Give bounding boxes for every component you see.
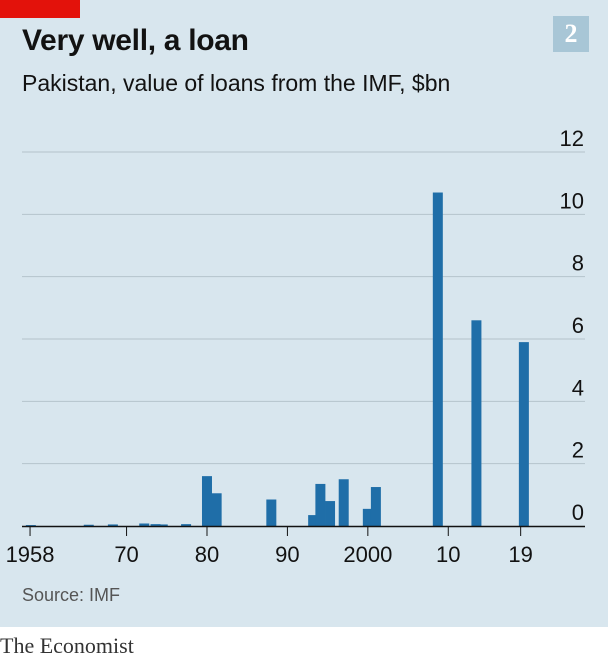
bar-1973 [150, 524, 161, 526]
x-tick-label: 2000 [343, 542, 392, 567]
bar-2019 [518, 342, 529, 526]
bar-1980 [201, 476, 212, 526]
y-tick-label: 12 [560, 126, 584, 151]
bar-1997 [338, 479, 349, 526]
chart-subtitle: Pakistan, value of loans from the IMF, $… [22, 70, 451, 96]
bar-1981 [211, 493, 222, 526]
bar-1988 [266, 499, 277, 526]
bar-1965 [83, 524, 94, 526]
bar-1958 [25, 525, 36, 526]
bars [25, 192, 529, 526]
x-tick-label: 19 [508, 542, 532, 567]
chart-title: Very well, a loan [22, 24, 249, 57]
y-tick-label: 4 [572, 375, 584, 400]
y-axis-ticks: 0 2 4 6 8 10 12 [560, 126, 584, 525]
gridlines [22, 151, 585, 465]
bar-2013 [471, 320, 482, 526]
bar-1977 [181, 524, 192, 526]
source-note: Source: IMF [22, 585, 121, 605]
bar-1993 [308, 515, 319, 526]
brand-accent-tag [0, 0, 80, 18]
y-tick-label: 8 [572, 251, 584, 276]
bar-2008 [432, 192, 443, 526]
bar-1994 [315, 483, 326, 526]
x-axis-ticks: 1958 70 80 90 2000 10 19 [6, 526, 533, 567]
x-tick-label: 80 [195, 542, 219, 567]
bar-1995 [325, 501, 336, 526]
bar-2001 [370, 487, 381, 526]
x-tick-label: 1958 [6, 542, 55, 567]
chart-panel [0, 0, 608, 627]
bar-1972 [139, 523, 150, 526]
x-tick-label: 10 [436, 542, 460, 567]
chart-number-badge: 2 [553, 16, 589, 52]
economist-logo: The Economist [0, 633, 134, 658]
bar-chart: 0 2 4 6 8 10 12 1958 70 80 90 2000 10 19 [6, 126, 585, 567]
bar-2000 [362, 508, 373, 526]
y-tick-label: 10 [560, 188, 584, 213]
y-tick-label: 0 [572, 500, 584, 525]
bar-1974 [157, 524, 168, 526]
y-tick-label: 2 [572, 438, 584, 463]
x-tick-label: 70 [114, 542, 138, 567]
x-tick-label: 90 [275, 542, 299, 567]
bar-1968 [107, 524, 118, 526]
y-tick-label: 6 [572, 313, 584, 338]
